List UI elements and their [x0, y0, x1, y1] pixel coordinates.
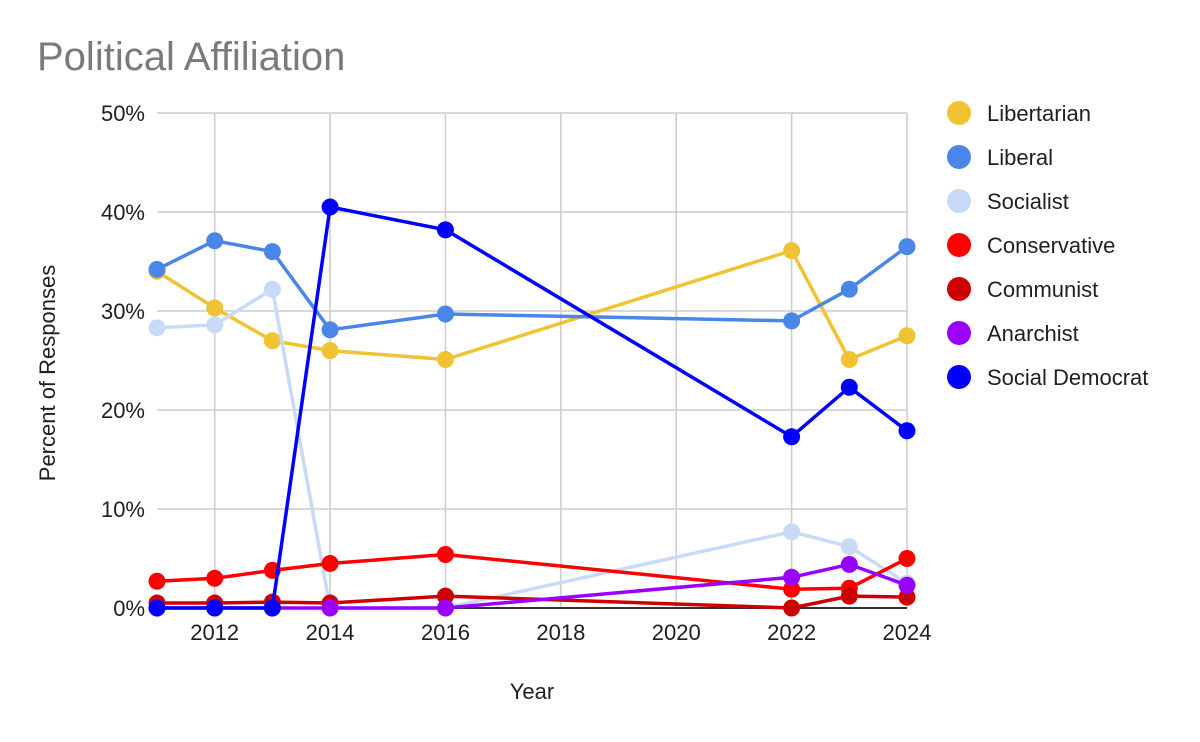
data-point-libertarian: [898, 327, 916, 345]
data-point-liberal: [321, 321, 339, 339]
data-point-conservative: [436, 546, 454, 564]
data-point-social-democrat: [206, 599, 224, 617]
data-point-liberal: [783, 312, 801, 330]
legend-label: Libertarian: [987, 101, 1091, 126]
x-tick-label: 2012: [190, 620, 239, 645]
legend-item-communist: Communist: [947, 277, 1098, 302]
series-liberal: [148, 232, 916, 339]
data-point-libertarian: [840, 351, 858, 369]
legend-label: Anarchist: [987, 321, 1079, 346]
data-point-anarchist: [321, 599, 339, 617]
data-point-conservative: [206, 569, 224, 587]
data-point-anarchist: [436, 599, 454, 617]
x-tick-label: 2020: [652, 620, 701, 645]
data-point-socialist: [263, 280, 281, 298]
y-axis-label: Percent of Responses: [35, 265, 60, 481]
legend-marker: [947, 101, 971, 125]
data-point-liberal: [840, 280, 858, 298]
data-point-social-democrat: [263, 599, 281, 617]
legend-marker: [947, 321, 971, 345]
data-point-conservative: [898, 550, 916, 567]
legend-marker: [947, 233, 971, 257]
y-tick-label: 50%: [101, 101, 145, 126]
data-point-communist: [840, 587, 858, 605]
data-point-anarchist: [898, 576, 916, 594]
legend-label: Conservative: [987, 233, 1115, 258]
legend: Libertarian Liberal Socialist Conservative C…: [947, 101, 1148, 390]
legend-item-socialist: Socialist: [947, 189, 1069, 214]
legend-item-conservative: Conservative: [947, 233, 1115, 258]
data-point-socialist: [148, 319, 166, 337]
data-point-libertarian: [783, 242, 801, 260]
data-point-socialist: [840, 538, 858, 556]
legend-label: Liberal: [987, 145, 1053, 170]
x-tick-label: 2018: [536, 620, 585, 645]
data-point-communist: [898, 588, 916, 606]
series-lines: [148, 198, 916, 617]
x-tick-label: 2024: [883, 620, 932, 645]
data-point-socialist: [783, 523, 801, 541]
chart-title: Political Affiliation: [37, 35, 345, 79]
legend-item-libertarian: Libertarian: [947, 101, 1091, 126]
data-point-social-democrat: [148, 599, 166, 617]
series-social-democrat: [148, 198, 916, 617]
x-tick-label: 2014: [306, 620, 355, 645]
data-point-conservative: [148, 572, 166, 590]
legend-item-liberal: Liberal: [947, 145, 1053, 170]
data-point-liberal: [898, 238, 916, 256]
data-point-social-democrat: [436, 221, 454, 239]
legend-marker: [947, 145, 971, 169]
data-point-social-democrat: [898, 422, 916, 440]
legend-marker: [947, 365, 971, 389]
series-line-conservative: [156, 552, 908, 591]
series-conservative: [148, 546, 916, 598]
x-tick-label: 2022: [767, 620, 816, 645]
legend-label: Socialist: [987, 189, 1069, 214]
data-point-communist: [783, 599, 801, 617]
data-point-communist: [436, 587, 454, 605]
series-line-communist: [157, 594, 908, 610]
y-tick-label: 0%: [113, 596, 145, 621]
data-point-conservative: [783, 580, 801, 598]
data-point-anarchist: [783, 568, 801, 586]
x-axis-ticks: 2012 2014 2016 2018 2020 2022 2024: [190, 620, 931, 645]
data-point-libertarian: [206, 299, 224, 317]
series-libertarian: [148, 242, 916, 369]
y-tick-label: 40%: [101, 200, 145, 225]
data-point-libertarian: [263, 332, 281, 350]
legend-marker: [947, 189, 971, 213]
legend-label: Communist: [987, 277, 1098, 302]
legend-item-social-democrat: Social Democrat: [947, 365, 1148, 390]
data-point-social-democrat: [321, 198, 339, 216]
data-point-social-democrat: [783, 428, 801, 446]
legend-label: Social Democrat: [987, 365, 1148, 390]
x-tick-label: 2016: [421, 620, 470, 645]
data-point-anarchist: [840, 555, 858, 573]
y-tick-label: 20%: [101, 398, 145, 423]
y-tick-label: 10%: [101, 497, 145, 522]
x-axis-label: Year: [510, 679, 554, 704]
data-point-socialist: [206, 316, 224, 334]
legend-item-anarchist: Anarchist: [947, 321, 1079, 346]
y-axis-ticks: 0% 10% 20% 30% 40% 50%: [101, 101, 145, 621]
legend-marker: [947, 277, 971, 301]
data-point-liberal: [436, 305, 454, 323]
data-point-liberal: [263, 243, 281, 261]
data-point-libertarian: [321, 342, 339, 360]
data-point-liberal: [148, 260, 166, 278]
series-line-liberal: [156, 238, 909, 332]
data-point-conservative: [321, 554, 339, 572]
data-point-social-democrat: [840, 378, 858, 396]
series-line-social-democrat: [157, 205, 909, 610]
data-point-liberal: [206, 232, 224, 250]
y-tick-label: 30%: [101, 299, 145, 324]
data-point-libertarian: [436, 351, 454, 369]
series-line-libertarian: [156, 248, 908, 362]
